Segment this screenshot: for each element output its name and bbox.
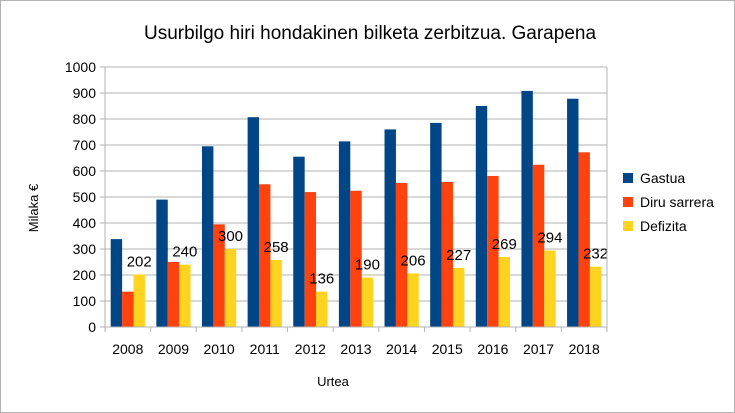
x-axis-ticks: 2008 2009 2010 2011 2012 2013 2014 2015 2016 2017…	[104, 327, 608, 357]
y-tick-label: 900	[73, 85, 97, 101]
bar-gastua	[293, 156, 305, 327]
y-tick-label: 300	[73, 241, 97, 257]
bar-defizita	[133, 274, 145, 327]
data-label: 294	[537, 230, 562, 247]
y-axis-label: Milaka €	[26, 183, 41, 232]
bar-defizita	[452, 267, 465, 327]
bar-defizita	[361, 277, 374, 327]
y-tick-label: 500	[73, 189, 97, 205]
x-tick-label: 2017	[523, 341, 554, 357]
legend: Gastua Diru sarrera Defizita	[623, 170, 714, 234]
y-tick-label: 1000	[65, 59, 96, 75]
x-tick-label: 2011	[250, 341, 280, 357]
data-labels: 202 240 300 258 136 190 206 227 269 294 232	[127, 228, 608, 288]
bar-defizita	[544, 250, 556, 327]
x-tick-label: 2010	[204, 341, 235, 357]
legend-label: Gastua	[640, 170, 685, 186]
legend-label: Diru sarrera	[640, 194, 714, 210]
bar-diru-sarrera	[259, 184, 271, 327]
x-tick-label: 2015	[432, 341, 463, 357]
bars	[110, 90, 602, 328]
bar-diru-sarrera	[213, 224, 225, 327]
x-tick-label: 2018	[569, 341, 600, 357]
bar-diru-sarrera	[122, 291, 134, 327]
bar-defizita	[498, 257, 511, 327]
bar-defizita	[407, 273, 419, 327]
data-label: 258	[264, 239, 289, 256]
data-label: 240	[172, 244, 197, 261]
bar-gastua	[201, 146, 214, 327]
bar-defizita	[224, 249, 237, 327]
y-tick-label: 100	[73, 293, 97, 309]
legend-swatch	[623, 197, 633, 207]
axes	[104, 67, 608, 328]
x-axis-label: Urtea	[317, 374, 350, 389]
bar-gastua	[567, 98, 579, 327]
data-label: 300	[218, 228, 243, 245]
bar-defizita	[589, 266, 602, 327]
bar-defizita	[270, 259, 282, 327]
y-tick-label: 400	[73, 215, 97, 231]
x-tick-label: 2012	[295, 341, 326, 357]
bar-gastua	[156, 199, 168, 327]
x-tick-label: 2013	[340, 341, 371, 357]
x-tick-label: 2016	[477, 341, 508, 357]
data-label: 136	[309, 271, 334, 288]
bar-diru-sarrera	[578, 152, 590, 327]
data-label: 227	[446, 247, 471, 264]
bar-diru-sarrera	[395, 182, 408, 327]
bar-diru-sarrera	[441, 181, 453, 327]
bar-diru-sarrera	[532, 164, 545, 327]
bar-diru-sarrera	[167, 262, 180, 327]
legend-swatch	[623, 221, 633, 231]
y-tick-label: 700	[73, 137, 97, 153]
x-tick-label: 2009	[158, 341, 189, 357]
bar-defizita	[179, 264, 191, 327]
bar-gastua	[247, 117, 260, 328]
y-tick-label: 800	[73, 111, 97, 127]
x-tick-label: 2014	[386, 341, 417, 357]
data-label: 232	[583, 246, 608, 263]
chart-title: Usurbilgo hiri hondakinen bilketa zerbit…	[144, 23, 596, 44]
bar-diru-sarrera	[304, 192, 317, 327]
data-label: 206	[401, 252, 426, 269]
y-tick-label: 600	[73, 163, 97, 179]
bar-diru-sarrera	[350, 190, 362, 327]
bar-defizita	[316, 291, 328, 327]
data-label: 202	[127, 253, 152, 270]
x-tick-label: 2008	[112, 341, 143, 357]
y-tick-label: 200	[73, 267, 97, 283]
bar-gastua	[475, 106, 488, 327]
legend-label: Defizita	[640, 218, 687, 234]
bar-gastua	[338, 141, 351, 327]
bar-gastua	[521, 90, 533, 327]
data-label: 269	[492, 236, 517, 253]
bar-gastua	[384, 129, 396, 327]
bar-gastua	[430, 122, 442, 328]
bar-gastua	[110, 239, 123, 327]
bar-diru-sarrera	[487, 175, 499, 327]
data-label: 190	[355, 257, 380, 274]
y-tick-label: 0	[88, 319, 96, 335]
legend-swatch	[623, 173, 633, 183]
y-axis-ticks: 0 100 200 300 400 500 600 700 800 900 1000	[65, 59, 105, 335]
